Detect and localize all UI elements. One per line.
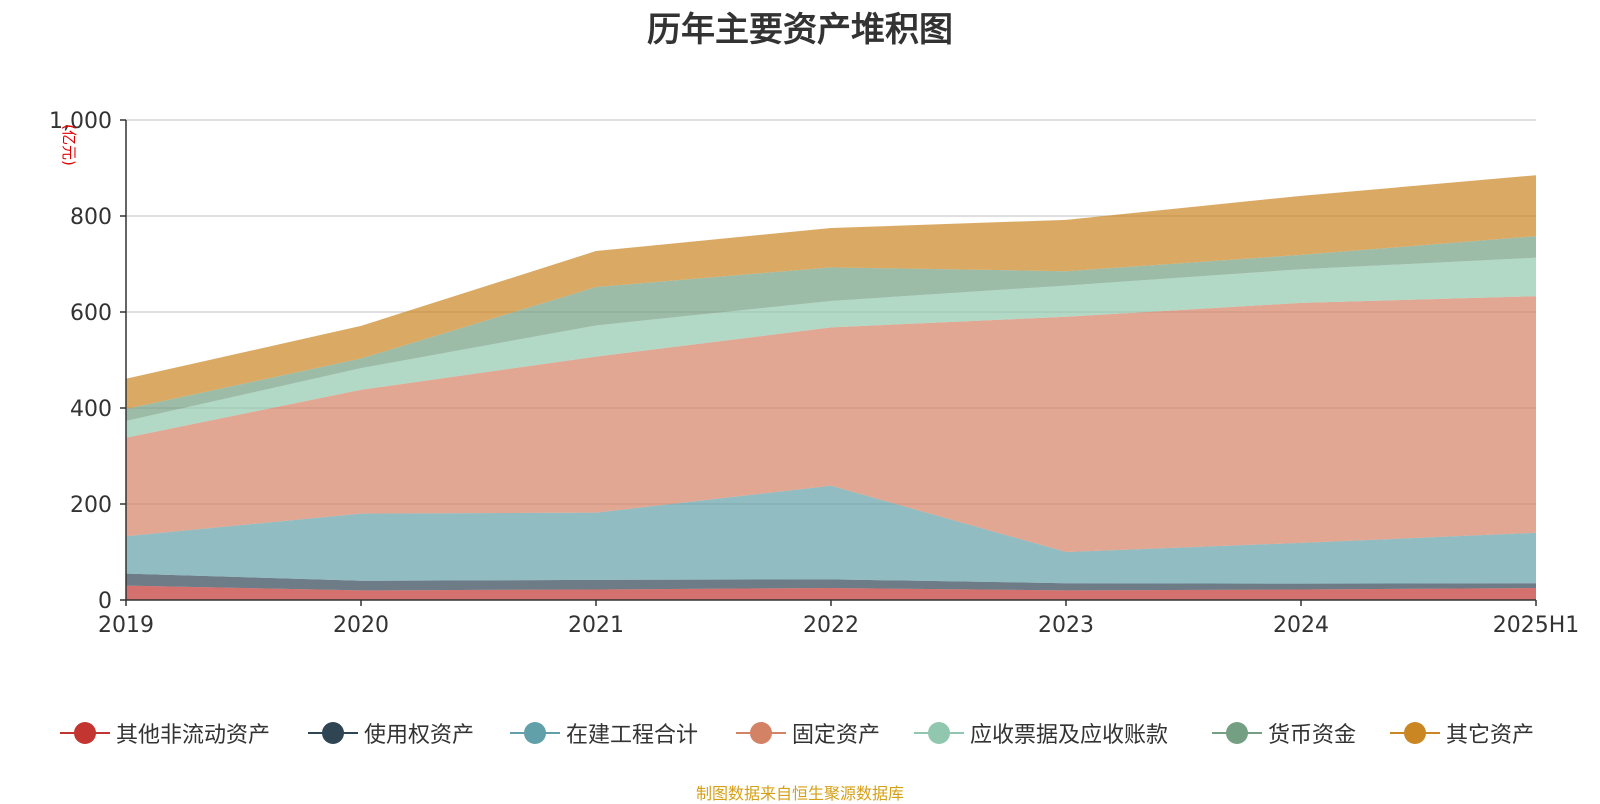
legend-item[interactable]: 使用权资产: [308, 718, 474, 748]
data-source-note: 制图数据来自恒生聚源数据库: [695, 784, 904, 803]
area-series-2: [126, 485, 1536, 584]
legend-label: 应收票据及应收账款: [970, 723, 1169, 748]
y-tick-label: 0: [98, 589, 112, 614]
area-series-4: [126, 257, 1536, 438]
y-tick-label: 200: [70, 493, 112, 518]
legend-item[interactable]: 其他非流动资产: [60, 718, 270, 748]
legend-marker: [1390, 718, 1440, 748]
area-series-1: [126, 573, 1536, 591]
legend-item[interactable]: 其它资产: [1390, 718, 1534, 748]
legend-marker: [736, 718, 786, 748]
legend-label: 使用权资产: [364, 723, 475, 748]
legend-dot: [928, 722, 950, 744]
y-tick-label: 600: [70, 301, 112, 326]
legend-marker: [308, 718, 358, 748]
x-tick-label: 2023: [1038, 613, 1094, 638]
x-tick-label: 2019: [98, 613, 154, 638]
legend-dot: [1226, 722, 1248, 744]
legend-label: 货币资金: [1268, 723, 1357, 748]
y-unit-label: (亿元): [60, 124, 78, 166]
legend-label: 固定资产: [792, 723, 881, 748]
x-tick-label: 2024: [1273, 613, 1329, 638]
area-series-5: [126, 236, 1536, 421]
legend-item[interactable]: 货币资金: [1212, 718, 1356, 748]
legend-item[interactable]: 应收票据及应收账款: [914, 718, 1168, 748]
area-series-6: [126, 175, 1536, 409]
legend-item[interactable]: 固定资产: [736, 718, 880, 748]
x-tick-label: 2021: [568, 613, 624, 638]
legend-dot: [322, 722, 344, 744]
y-tick-label: 400: [70, 397, 112, 422]
area-series-0: [126, 585, 1536, 600]
y-tick-label: 1,000: [49, 109, 112, 134]
legend-marker: [60, 718, 110, 748]
area-series-3: [126, 296, 1536, 552]
legend-dot: [1404, 722, 1426, 744]
legend-label: 其它资产: [1446, 723, 1535, 748]
legend-label: 其他非流动资产: [116, 723, 271, 748]
legend-dot: [524, 722, 546, 744]
chart-title: 历年主要资产堆积图: [647, 10, 953, 50]
legend-marker: [1212, 718, 1262, 748]
legend-marker: [510, 718, 560, 748]
legend-dot: [750, 722, 772, 744]
y-tick-label: 800: [70, 205, 112, 230]
legend: 其他非流动资产 使用权资产 在建工程合计 固定资产 应收票据及应收账款 货币资金 其它资产: [0, 718, 1600, 748]
legend-item[interactable]: 在建工程合计: [510, 718, 698, 748]
legend-marker: [914, 718, 964, 748]
legend-label: 在建工程合计: [566, 723, 699, 748]
x-tick-label: 2020: [333, 613, 389, 638]
x-tick-label: 2025H1: [1493, 613, 1580, 638]
legend-dot: [74, 722, 96, 744]
x-tick-label: 2022: [803, 613, 859, 638]
